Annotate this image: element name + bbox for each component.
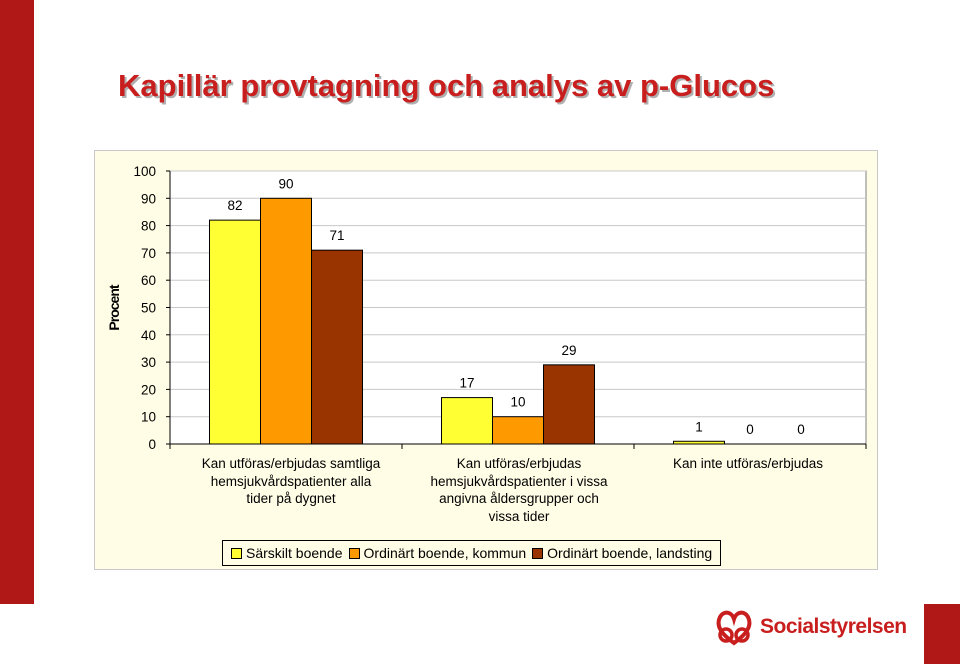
y-tick-label: 50 (141, 301, 156, 316)
y-tick-label: 40 (141, 328, 156, 343)
y-tick-label: 10 (141, 410, 156, 425)
y-tick-label: 90 (141, 191, 156, 206)
legend-swatch-orange (348, 547, 360, 559)
logo-emblem-icon (716, 610, 752, 646)
category-label-line: Kan inte utföras/erbjudas (672, 456, 824, 471)
category-label-not-possible: Kan inte utföras/erbjudas (640, 455, 856, 473)
data-label: 29 (561, 343, 576, 358)
data-label: 0 (797, 422, 805, 437)
category-label-line: vissa tider (488, 508, 550, 524)
y-axis-label: Procent (106, 285, 122, 331)
bar-0-0 (209, 219, 261, 445)
socialstyrelsen-logo: Socialstyrelsen (712, 607, 907, 647)
data-label: 90 (278, 176, 293, 191)
legend-item-sarskilt-boende: Särskilt boende (231, 545, 343, 561)
legend-label: Särskilt boende (246, 545, 343, 561)
y-tick-label: 70 (141, 246, 156, 261)
category-label-all-times: Kan utföras/erbjudas samtliga hemsjukvård… (172, 455, 410, 508)
legend-swatch-brown (532, 547, 544, 559)
left-decor-band (0, 0, 34, 604)
logo-text: Socialstyrelsen (760, 615, 907, 638)
data-label: 0 (746, 422, 754, 437)
y-tick-label: 30 (141, 355, 156, 370)
legend-label: Ordinärt boende, landsting (547, 545, 713, 561)
y-tick-label: 0 (148, 437, 156, 452)
legend-swatch-yellow (231, 547, 242, 559)
y-tick-label: 100 (133, 164, 156, 179)
category-label-line: Kan utföras/erbjudas (456, 456, 582, 471)
data-label: 71 (329, 228, 344, 243)
bar-0-1 (441, 397, 493, 445)
legend-item-ordinart-landsting: Ordinärt boende, landsting (532, 545, 712, 561)
legend-label: Ordinärt boende, kommun (363, 545, 527, 561)
category-label-line: angivna åldersgrupper och (439, 491, 599, 506)
y-tick-label: 80 (141, 219, 156, 234)
y-tick-label: 60 (141, 273, 156, 288)
slide-title: Kapillär provtagning och analys av p-Glu… (118, 68, 775, 103)
bar-2-1 (543, 364, 595, 445)
bar-1-1 (492, 416, 544, 445)
category-label-line: hemsjukvårdspatienter i vissa (430, 473, 608, 489)
bar-0-2 (673, 440, 725, 445)
category-label-some-times: Kan utföras/erbjudas hemsjukvårdspatiente… (404, 455, 634, 525)
legend: Särskilt boende Ordinärt boende, kommun … (222, 540, 722, 566)
data-label: 1 (695, 419, 703, 434)
data-label: 10 (510, 395, 525, 410)
legend-item-ordinart-kommun: Ordinärt boende, kommun (348, 545, 527, 561)
category-label-line: tider på dygnet (246, 491, 336, 506)
category-label-line: Kan utföras/erbjudas samtliga (201, 456, 381, 471)
data-label: 82 (227, 198, 242, 213)
category-label-line: hemsjukvårdspatienter alla (210, 473, 372, 489)
right-decor-band (924, 604, 960, 664)
y-tick-label: 20 (141, 382, 156, 397)
data-label: 17 (459, 376, 474, 391)
bar-1-0 (260, 197, 312, 445)
bar-2-0 (311, 249, 363, 445)
